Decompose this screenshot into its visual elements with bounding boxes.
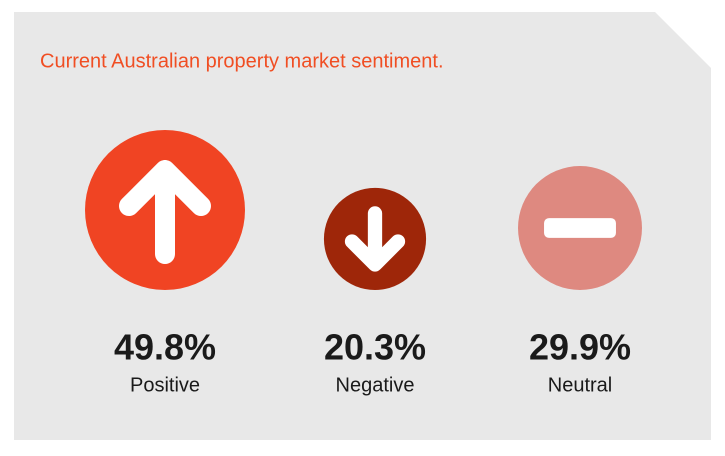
- chart-title: Current Australian property market senti…: [40, 50, 444, 72]
- value-label: 20.3%: [324, 327, 426, 368]
- value-label: 49.8%: [114, 327, 216, 368]
- category-label: Positive: [130, 374, 200, 396]
- arrow-icon: [119, 160, 211, 264]
- category-label: Negative: [336, 374, 415, 396]
- category-label: Neutral: [548, 374, 612, 396]
- minus-icon: [544, 218, 616, 238]
- value-label: 29.9%: [529, 327, 631, 368]
- arrow-icon: [344, 206, 406, 272]
